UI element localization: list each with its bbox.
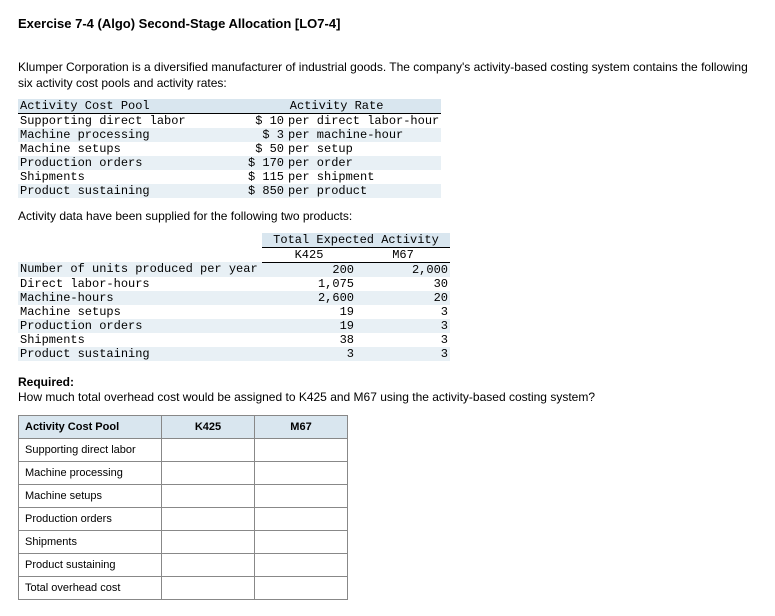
required-label: Required:	[18, 375, 757, 389]
table-row: Machine setups193	[18, 305, 450, 319]
answer-header-k425: K425	[162, 415, 255, 438]
activity-intro-text: Activity data have been supplied for the…	[18, 208, 757, 224]
answer-cell[interactable]	[255, 553, 348, 576]
table-row: Shipments383	[18, 333, 450, 347]
answer-cell[interactable]	[162, 530, 255, 553]
answer-cell[interactable]	[255, 461, 348, 484]
table-row: Direct labor-hours1,07530	[18, 277, 450, 291]
answer-cell[interactable]	[162, 461, 255, 484]
table-row: Production orders$ 170per order	[18, 156, 441, 170]
rates-header-pool: Activity Cost Pool	[18, 99, 232, 114]
activity-col-k425: K425	[262, 247, 356, 262]
answer-cell[interactable]	[162, 576, 255, 599]
answer-cell[interactable]	[255, 507, 348, 530]
table-row: Machine processing$ 3per machine-hour	[18, 128, 441, 142]
answer-cell[interactable]	[162, 507, 255, 530]
rates-header-rate: Activity Rate	[232, 99, 441, 114]
answer-header-pool: Activity Cost Pool	[19, 415, 162, 438]
table-row: Product sustaining	[19, 553, 348, 576]
required-text: How much total overhead cost would be as…	[18, 389, 757, 405]
answer-cell[interactable]	[255, 484, 348, 507]
rates-table: Activity Cost Pool Activity Rate Support…	[18, 99, 441, 198]
answer-cell[interactable]	[162, 484, 255, 507]
table-row: Shipments	[19, 530, 348, 553]
table-row: Shipments$ 115per shipment	[18, 170, 441, 184]
answer-header-m67: M67	[255, 415, 348, 438]
answer-cell[interactable]	[162, 438, 255, 461]
table-row: Machine processing	[19, 461, 348, 484]
activity-super-header: Total Expected Activity	[262, 233, 450, 248]
table-row: Production orders	[19, 507, 348, 530]
table-row: Supporting direct labor	[19, 438, 348, 461]
table-row: Machine-hours2,60020	[18, 291, 450, 305]
table-row: Production orders193	[18, 319, 450, 333]
table-row: Total overhead cost	[19, 576, 348, 599]
table-row: Machine setups	[19, 484, 348, 507]
answer-cell[interactable]	[255, 530, 348, 553]
intro-text: Klumper Corporation is a diversified man…	[18, 59, 757, 91]
answer-cell[interactable]	[255, 576, 348, 599]
answer-cell[interactable]	[255, 438, 348, 461]
table-row: Product sustaining$ 850per product	[18, 184, 441, 198]
table-row: Machine setups$ 50per setup	[18, 142, 441, 156]
activity-col-m67: M67	[356, 247, 450, 262]
answer-cell[interactable]	[162, 553, 255, 576]
activity-table: Total Expected Activity K425 M67 Number …	[18, 233, 450, 361]
table-row: Supporting direct labor$ 10per direct la…	[18, 114, 441, 129]
table-row: Number of units produced per year2002,00…	[18, 262, 450, 277]
exercise-title: Exercise 7-4 (Algo) Second-Stage Allocat…	[18, 16, 757, 31]
answer-table: Activity Cost Pool K425 M67 Supporting d…	[18, 415, 348, 600]
table-row: Product sustaining33	[18, 347, 450, 361]
